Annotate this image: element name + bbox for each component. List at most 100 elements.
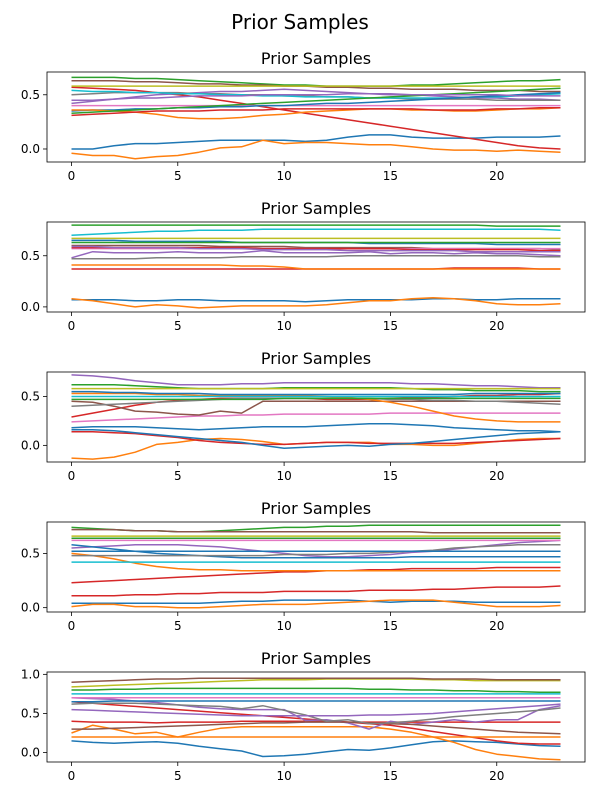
series-line-8 <box>71 702 561 725</box>
x-tick-label: 15 <box>383 469 398 483</box>
x-tick-label: 10 <box>276 469 291 483</box>
y-tick-label: 0.0 <box>21 142 40 156</box>
subplot-2: Prior Samples 0 5 10 15 20 0.0 0.5 <box>21 199 586 333</box>
x-tick-label: 20 <box>489 619 504 633</box>
x-tick-label: 0 <box>68 619 76 633</box>
x-tick-label: 20 <box>489 319 504 333</box>
series-line-12 <box>71 107 561 120</box>
y-tick-label: 0.0 <box>21 438 40 452</box>
series-line-4 <box>71 566 561 584</box>
series-line-1 <box>71 134 561 150</box>
series-line-5 <box>71 552 561 572</box>
x-tick-label: 5 <box>174 169 182 183</box>
x-tick-label: 0 <box>68 169 76 183</box>
x-tick-label: 15 <box>383 619 398 633</box>
x-tick-label: 10 <box>276 769 291 783</box>
x-tick-label: 15 <box>383 769 398 783</box>
series-line-7 <box>71 249 561 259</box>
series-group <box>71 677 561 761</box>
series-line-6 <box>71 697 561 730</box>
subplot-3: Prior Samples 0 5 10 15 20 0.0 0.5 <box>21 349 586 483</box>
x-tick-label: 0 <box>68 319 76 333</box>
series-line-13 <box>71 87 561 114</box>
x-tick-label: 5 <box>174 619 182 633</box>
series-line-15 <box>71 700 561 703</box>
y-tick-label: 0.0 <box>21 300 40 314</box>
series-line-2 <box>71 139 561 160</box>
series-line-5 <box>71 428 561 450</box>
y-tick-label: 0.5 <box>21 88 40 102</box>
x-tick-label: 5 <box>174 319 182 333</box>
series-line-2 <box>71 296 561 309</box>
series-line-1 <box>71 423 561 433</box>
x-tick-label: 10 <box>276 319 291 333</box>
series-line-9 <box>71 544 561 559</box>
series-line-1 <box>71 297 561 303</box>
x-tick-label: 5 <box>174 469 182 483</box>
x-tick-label: 15 <box>383 169 398 183</box>
subplot-title: Prior Samples <box>261 49 371 68</box>
series-line-8 <box>71 412 561 423</box>
series-group <box>71 224 561 309</box>
series-line-14 <box>71 107 561 117</box>
subplot-title: Prior Samples <box>261 499 371 518</box>
series-line-6 <box>71 264 561 270</box>
series-line-3 <box>71 585 561 597</box>
series-line-13 <box>71 544 561 557</box>
axes-frame <box>46 671 586 763</box>
x-tick-label: 20 <box>489 769 504 783</box>
series-line-10 <box>71 678 561 688</box>
x-tick-label: 5 <box>174 769 182 783</box>
series-group <box>71 374 561 460</box>
y-tick-label: 0.5 <box>21 706 40 720</box>
subplot-title: Prior Samples <box>261 199 371 218</box>
y-tick-label: 0.5 <box>21 249 40 263</box>
x-tick-label: 15 <box>383 319 398 333</box>
subplot-5: Prior Samples 0 5 10 15 20 0.0 0.5 1.0 <box>21 649 586 783</box>
x-tick-label: 10 <box>276 619 291 633</box>
y-tick-label: 1.0 <box>21 667 40 681</box>
axes-frame <box>46 521 586 613</box>
series-line-14 <box>71 390 561 396</box>
series-line-7 <box>71 383 561 393</box>
y-tick-label: 0.0 <box>21 601 40 615</box>
series-group <box>71 524 561 609</box>
y-tick-label: 0.5 <box>21 389 40 403</box>
series-line-5 <box>71 88 561 105</box>
series-line-9 <box>71 703 561 717</box>
series-line-6 <box>71 374 561 389</box>
series-line-3 <box>71 224 561 227</box>
series-line-11 <box>71 677 561 683</box>
series-line-15 <box>71 245 561 253</box>
x-tick-label: 10 <box>276 169 291 183</box>
y-tick-label: 0.0 <box>21 746 40 760</box>
series-line-15 <box>71 397 561 401</box>
series-line-12 <box>71 255 561 260</box>
axes-frame <box>46 71 586 163</box>
series-line-15 <box>71 92 561 101</box>
figure-title: Prior Samples <box>231 10 369 34</box>
series-line-12 <box>71 687 561 694</box>
series-line-2 <box>71 724 561 761</box>
subplot-title: Prior Samples <box>261 349 371 368</box>
x-tick-label: 0 <box>68 469 76 483</box>
subplot-4: Prior Samples 0 5 10 15 20 0.0 0.5 <box>21 499 586 633</box>
subplot-1: Prior Samples 0 5 10 15 20 0.0 0.5 <box>21 49 586 183</box>
series-line-1 <box>71 740 561 758</box>
x-tick-label: 20 <box>489 469 504 483</box>
series-line-7 <box>71 721 561 735</box>
series-line-1 <box>71 599 561 605</box>
x-tick-label: 20 <box>489 169 504 183</box>
subplot-title: Prior Samples <box>261 649 371 668</box>
x-tick-label: 0 <box>68 769 76 783</box>
y-tick-label: 0.5 <box>21 546 40 560</box>
series-line-4 <box>71 430 561 446</box>
axes-frame <box>46 221 586 313</box>
series-line-4 <box>71 228 561 237</box>
series-group <box>71 76 561 160</box>
series-line-7 <box>71 528 561 534</box>
series-line-2 <box>71 599 561 609</box>
axes-frame <box>46 371 586 463</box>
